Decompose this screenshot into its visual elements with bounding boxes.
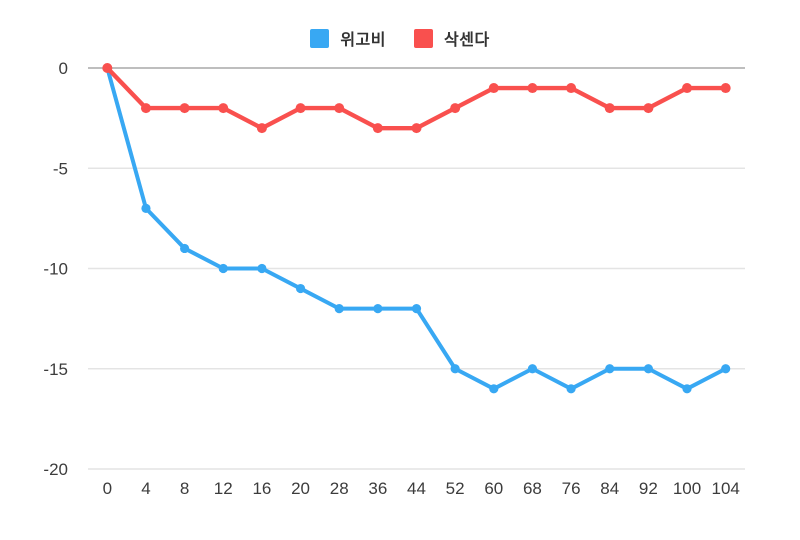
data-point — [179, 103, 190, 114]
x-tick-label: 8 — [180, 479, 189, 498]
x-tick-label: 44 — [407, 479, 426, 498]
x-tick-label: 4 — [141, 479, 150, 498]
data-point — [566, 83, 577, 94]
data-point — [334, 103, 345, 114]
data-point — [450, 364, 460, 374]
saxenda-legend-swatch-icon — [414, 28, 433, 48]
chart-legend: 위고비 삭센다 — [0, 26, 800, 50]
y-tick-label: -20 — [43, 460, 68, 479]
y-tick-label: -10 — [43, 260, 68, 279]
data-point — [257, 263, 267, 274]
data-point — [180, 243, 190, 254]
data-point — [720, 83, 731, 94]
x-tick-label: 92 — [639, 479, 658, 498]
data-point — [643, 103, 654, 114]
legend-item-saxenda[interactable]: 삭센다 — [414, 26, 490, 50]
data-point — [411, 304, 422, 314]
wegovy-legend-label: 위고비 — [340, 32, 386, 49]
data-point — [295, 103, 306, 114]
data-point — [643, 364, 653, 374]
x-tick-label: 52 — [446, 479, 465, 498]
data-point — [566, 384, 576, 394]
x-tick-label: 16 — [252, 479, 271, 498]
series-saxenda — [102, 63, 731, 134]
x-tick-label: 76 — [562, 479, 581, 498]
y-tick-label: -15 — [43, 360, 68, 379]
legend-item-wegovy[interactable]: 위고비 — [310, 26, 386, 50]
data-point — [488, 83, 499, 94]
data-point — [102, 63, 113, 73]
x-tick-label: 60 — [484, 479, 503, 498]
data-point — [604, 103, 615, 114]
x-tick-label: 68 — [523, 479, 542, 498]
data-point — [334, 304, 344, 314]
data-point — [256, 123, 267, 134]
data-point — [682, 384, 692, 394]
data-point — [721, 364, 731, 374]
data-point — [527, 83, 538, 94]
y-tick-label: -5 — [53, 159, 68, 178]
data-point — [373, 304, 383, 314]
x-tick-label: 100 — [673, 479, 701, 498]
data-point — [489, 384, 499, 394]
data-point — [140, 103, 151, 114]
x-axis-labels: 0 4 8 12 16 20 28 36 44 52 60 68 76 84 92 100 104 — [103, 479, 740, 498]
series-wegovy — [102, 63, 731, 394]
y-axis-labels: 0 -5 -10 -15 -20 — [43, 59, 68, 479]
data-point — [450, 103, 461, 114]
data-point — [411, 123, 422, 134]
data-point — [295, 283, 306, 294]
saxenda-legend-label: 삭센다 — [444, 32, 490, 49]
x-tick-label: 0 — [103, 479, 112, 498]
x-tick-label: 84 — [600, 479, 619, 498]
data-point — [218, 263, 228, 274]
x-tick-label: 20 — [291, 479, 310, 498]
data-point — [682, 83, 693, 94]
data-point — [141, 203, 151, 213]
x-tick-label: 28 — [330, 479, 349, 498]
data-point — [527, 364, 538, 374]
x-tick-label: 36 — [368, 479, 387, 498]
y-tick-label: 0 — [59, 59, 68, 78]
wegovy-legend-swatch-icon — [310, 28, 330, 48]
x-tick-label: 12 — [214, 479, 233, 498]
x-tick-label: 104 — [711, 479, 739, 498]
data-point — [605, 364, 615, 374]
data-point — [218, 103, 229, 114]
data-point — [372, 123, 383, 134]
